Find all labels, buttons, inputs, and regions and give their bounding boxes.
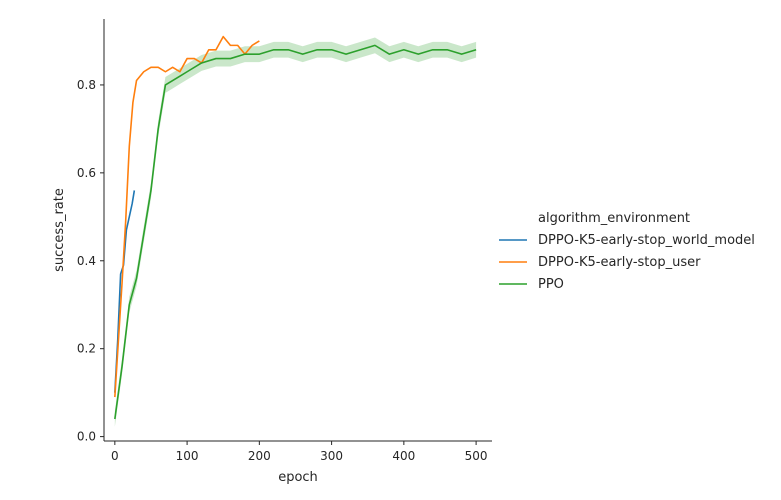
series-line-2 — [114, 44, 477, 420]
legend-title: algorithm_environment — [538, 211, 690, 226]
y-tick-label: 0.6 — [77, 166, 96, 180]
x-tick-label: 300 — [320, 449, 343, 463]
y-axis-label: success_rate — [52, 188, 67, 272]
x-tick-label: 0 — [111, 449, 119, 463]
legend-entry: DPPO-K5-early-stop_user — [538, 255, 701, 270]
y-ticks: 0.0 0.2 0.4 0.6 0.8 — [77, 78, 104, 444]
axes — [103, 19, 492, 442]
x-tick-label: 400 — [392, 449, 415, 463]
x-axis-label: epoch — [278, 470, 318, 485]
series-line-1 — [114, 35, 260, 398]
y-tick-label: 0.0 — [77, 430, 96, 444]
x-tick-label: 500 — [465, 449, 488, 463]
legend: algorithm_environment DPPO-K5-early-stop… — [499, 211, 755, 292]
y-tick-label: 0.8 — [77, 78, 96, 92]
series-line-0 — [114, 190, 136, 393]
legend-entry: DPPO-K5-early-stop_world_model — [538, 233, 755, 248]
band-2 — [114, 37, 477, 427]
x-tick-label: 100 — [176, 449, 199, 463]
x-tick-label: 200 — [248, 449, 271, 463]
legend-entry: PPO — [538, 277, 564, 292]
y-tick-label: 0.4 — [77, 254, 96, 268]
x-ticks: 0 100 200 300 400 500 — [111, 441, 488, 463]
confidence-bands — [114, 37, 477, 427]
y-tick-label: 0.2 — [77, 342, 96, 356]
series-lines — [114, 35, 477, 420]
